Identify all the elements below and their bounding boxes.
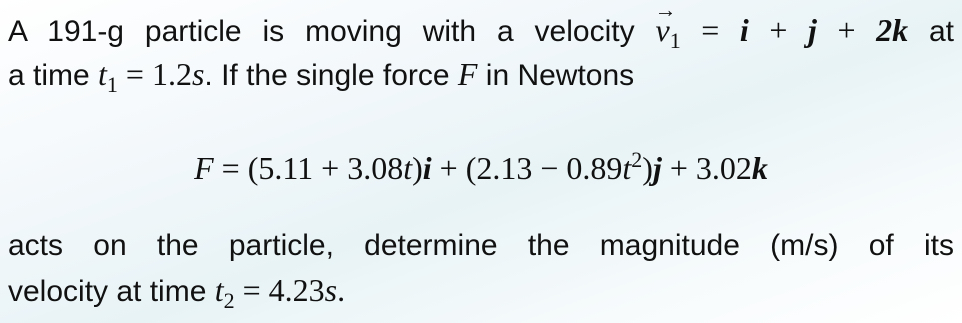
text-segment: 2k: [876, 12, 909, 48]
text-segment: + (2.13 − 0.89: [431, 150, 623, 186]
text-segment: j: [652, 150, 662, 186]
text-line: F = (5.11 + 3.08t)i + (2.13 − 0.89t2)j +…: [8, 142, 954, 188]
text-segment: ): [642, 150, 653, 186]
text-segment: + 3.02: [661, 150, 752, 186]
text-segment: i: [422, 150, 432, 186]
text-segment: +: [816, 12, 877, 48]
text-segment: 2: [223, 288, 235, 313]
text-segment: A 191-g particle is moving with a veloci…: [8, 15, 656, 48]
text-segment: t: [214, 272, 224, 308]
text-segment: k: [751, 150, 768, 186]
text-segment: =: [680, 12, 740, 48]
text-segment: v: [656, 12, 670, 48]
text-segment: velocity at time: [8, 275, 215, 308]
text-segment: t: [622, 150, 632, 186]
text-line: acts on the particle, determine the magn…: [8, 228, 954, 264]
text-segment: = 1.2: [117, 56, 192, 92]
text-segment: F: [457, 56, 478, 92]
text-segment: acts on the particle, determine the magn…: [8, 229, 954, 262]
text-line: A 191-g particle is moving with a veloci…: [8, 12, 954, 59]
text-segment: . If the single force: [204, 59, 458, 92]
text-segment: i: [739, 12, 749, 48]
text-segment: = (5.11 + 3.08: [213, 150, 404, 186]
text-segment: .: [337, 272, 346, 308]
text-segment: t: [98, 56, 107, 92]
text-segment: 1: [669, 28, 681, 53]
text-segment: a time: [8, 59, 99, 92]
text-segment: s: [191, 56, 205, 92]
text-segment: F: [194, 150, 214, 186]
text-segment: +: [748, 12, 808, 48]
text-segment: t: [403, 150, 413, 186]
text-segment: in Newtons: [477, 59, 635, 92]
text-segment: ): [412, 150, 423, 186]
text-segment: at: [908, 15, 955, 48]
text-segment: 2: [631, 147, 643, 172]
text-line: a time t1 = 1.2s. If the single force F …: [8, 56, 954, 103]
text-segment: = 4.23: [234, 272, 325, 308]
text-segment: 1: [106, 72, 118, 97]
text-segment: s: [324, 272, 338, 308]
text-segment: j: [808, 12, 817, 48]
text-line: velocity at time t2 = 4.23s.: [8, 272, 954, 319]
